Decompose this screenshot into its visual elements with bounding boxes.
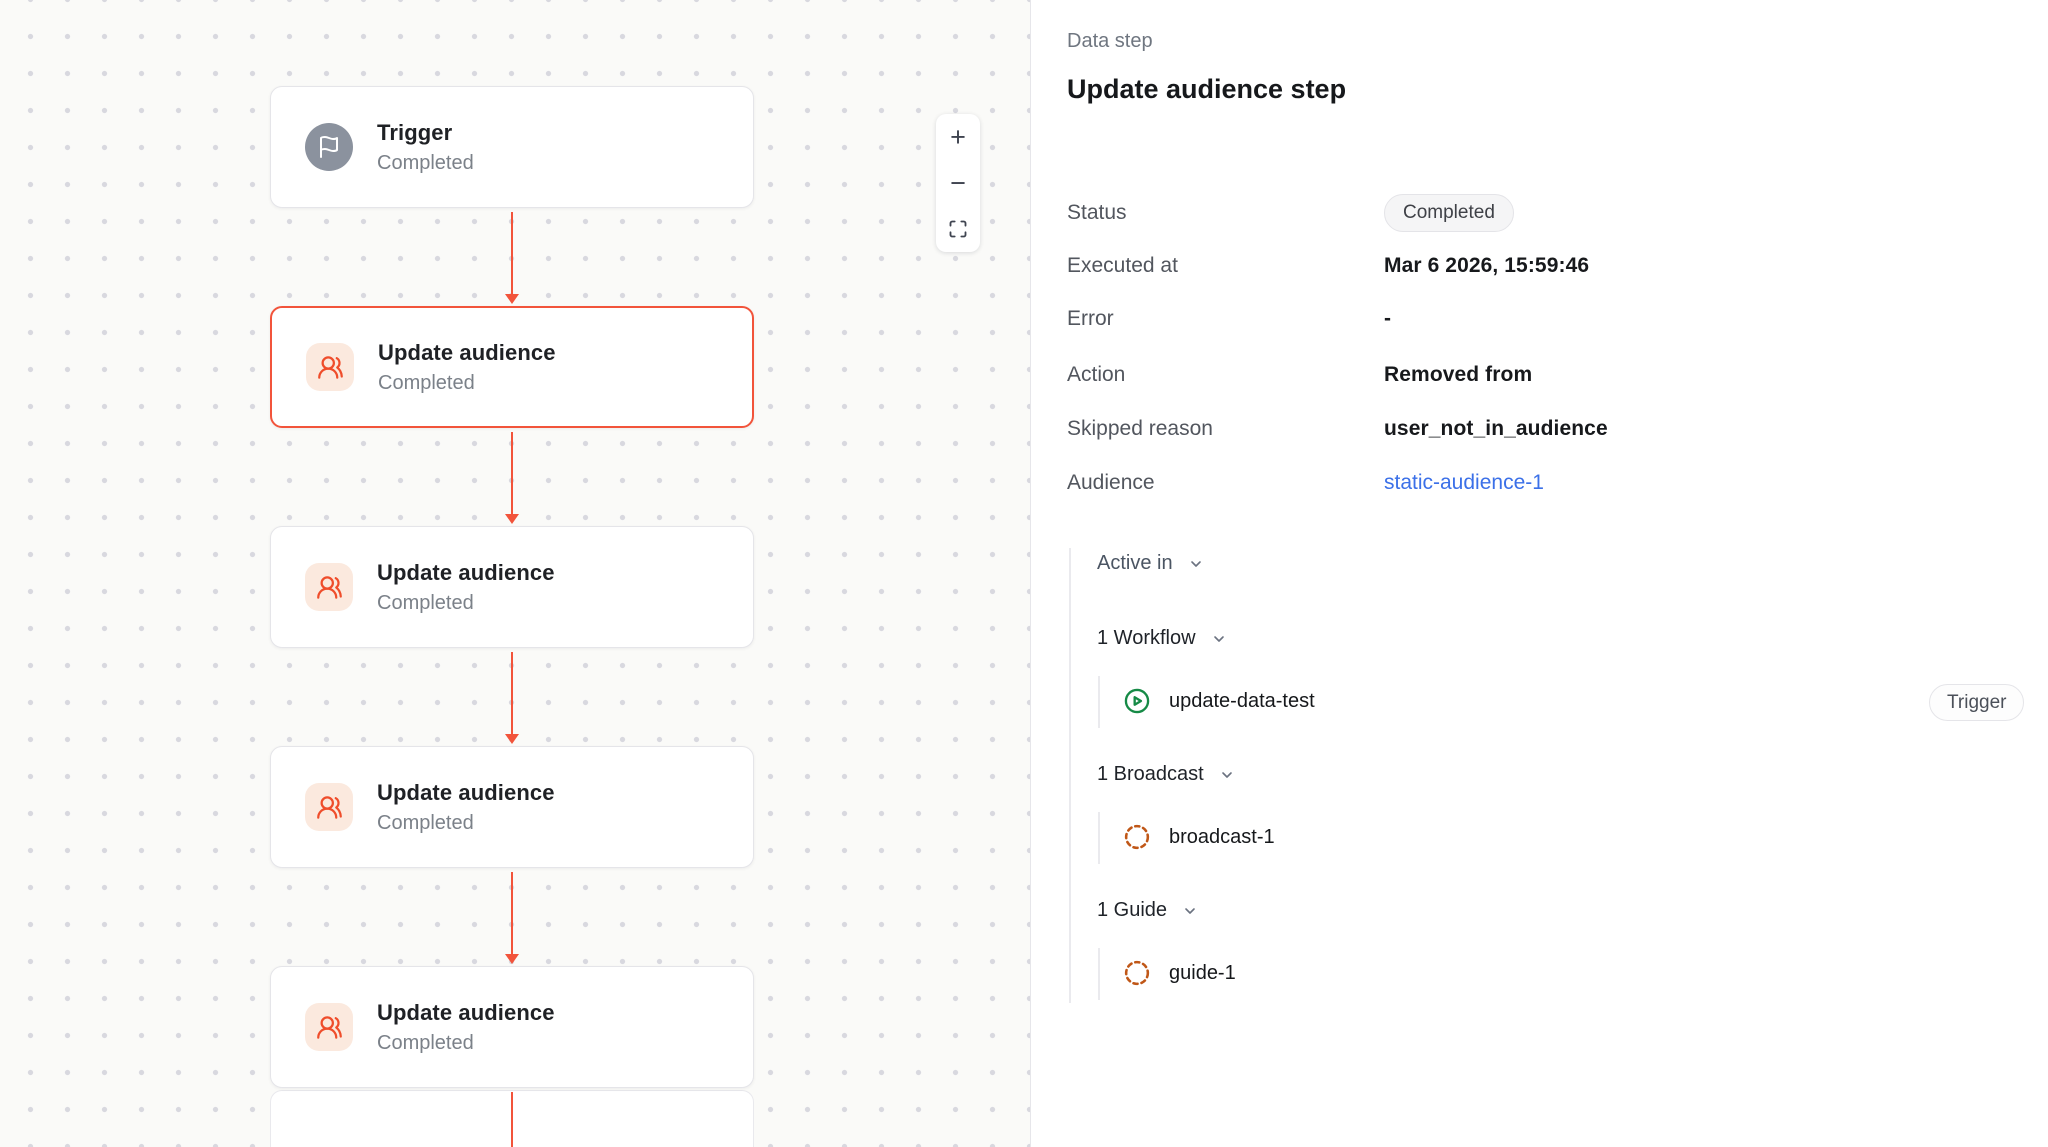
flag-icon bbox=[305, 123, 353, 171]
node-update-audience-1-selected[interactable]: Update audience Completed bbox=[270, 306, 754, 428]
audience-link[interactable]: static-audience-1 bbox=[1384, 471, 1544, 494]
executed-at-value: Mar 6 2026, 15:59:46 bbox=[1384, 254, 1590, 277]
users-icon bbox=[305, 1003, 353, 1051]
node-title: Update audience bbox=[377, 559, 555, 585]
error-value: - bbox=[1384, 307, 1392, 330]
guide-item-guide-1[interactable]: guide-1 bbox=[1123, 959, 1236, 987]
edge-arrowhead bbox=[505, 294, 519, 304]
step-details-panel: Data step Update audience step Status Co… bbox=[1030, 0, 2048, 1147]
zoom-in-button[interactable]: + bbox=[936, 114, 980, 160]
users-icon bbox=[305, 563, 353, 611]
edge-arrowhead bbox=[505, 734, 519, 744]
broadcast-group-label: 1 Broadcast bbox=[1097, 763, 1204, 785]
fit-view-icon bbox=[948, 219, 968, 239]
chevron-down-icon bbox=[1188, 556, 1204, 572]
workflow-item-update-data-test[interactable]: update-data-test bbox=[1123, 687, 1315, 715]
error-field-label: Error bbox=[1067, 307, 1114, 330]
edge-step1-to-step2 bbox=[511, 432, 513, 514]
node-title: Update audience bbox=[378, 339, 556, 365]
edge-step3-to-step4 bbox=[511, 872, 513, 954]
node-title: Trigger bbox=[377, 119, 453, 145]
trigger-tag: Trigger bbox=[1929, 684, 2025, 721]
edge-step4-down bbox=[511, 1092, 513, 1147]
chevron-down-icon bbox=[1182, 903, 1198, 919]
broadcast-item-name: broadcast-1 bbox=[1169, 825, 1275, 848]
workflow-group-label: 1 Workflow bbox=[1097, 627, 1196, 649]
node-update-audience-2[interactable]: Update audience Completed bbox=[270, 526, 754, 648]
edge-step2-to-step3 bbox=[511, 652, 513, 734]
users-icon bbox=[306, 343, 354, 391]
guide-group-label: 1 Guide bbox=[1097, 899, 1168, 921]
node-status: Completed bbox=[378, 371, 475, 394]
workflow-canvas[interactable]: Trigger Completed Update audience Comple… bbox=[0, 0, 1030, 1147]
edge-arrowhead bbox=[505, 954, 519, 964]
node-status: Completed bbox=[377, 1031, 474, 1054]
edge-trigger-to-step1 bbox=[511, 212, 513, 294]
node-status: Completed bbox=[377, 151, 474, 174]
node-update-audience-3[interactable]: Update audience Completed bbox=[270, 746, 754, 868]
active-in-toggle[interactable]: Active in bbox=[1097, 552, 1204, 575]
active-in-label: Active in bbox=[1097, 552, 1173, 574]
node-trigger[interactable]: Trigger Completed bbox=[270, 86, 754, 208]
guide-group-toggle[interactable]: 1 Guide bbox=[1097, 899, 1198, 922]
node-status: Completed bbox=[377, 591, 474, 614]
broadcast-item-broadcast-1[interactable]: broadcast-1 bbox=[1123, 823, 1275, 851]
guide-item-name: guide-1 bbox=[1169, 961, 1236, 984]
edge-arrowhead bbox=[505, 514, 519, 524]
guide-item-indent-line bbox=[1098, 948, 1100, 1000]
action-field-label: Action bbox=[1067, 363, 1126, 386]
chevron-down-icon bbox=[1211, 631, 1227, 647]
status-badge: Completed bbox=[1384, 194, 1514, 232]
workflow-group-toggle[interactable]: 1 Workflow bbox=[1097, 627, 1227, 650]
workflow-item-name: update-data-test bbox=[1169, 689, 1315, 712]
node-update-audience-4[interactable]: Update audience Completed bbox=[270, 966, 754, 1088]
executed-at-field-label: Executed at bbox=[1067, 254, 1178, 277]
active-in-section-line bbox=[1069, 548, 1071, 1003]
node-title: Update audience bbox=[377, 999, 555, 1025]
page-title: Update audience step bbox=[1067, 74, 1347, 104]
play-circle-icon bbox=[1123, 687, 1151, 715]
users-icon bbox=[305, 783, 353, 831]
audience-field-label: Audience bbox=[1067, 471, 1155, 494]
panel-eyebrow: Data step bbox=[1067, 30, 1153, 52]
broadcast-item-indent-line bbox=[1098, 812, 1100, 864]
node-title: Update audience bbox=[377, 779, 555, 805]
status-field-label: Status bbox=[1067, 201, 1127, 224]
canvas-zoom-controls: + − bbox=[936, 114, 980, 252]
zoom-out-button[interactable]: − bbox=[936, 160, 980, 206]
node-status: Completed bbox=[377, 811, 474, 834]
fit-view-button[interactable] bbox=[936, 206, 980, 252]
chevron-down-icon bbox=[1219, 767, 1235, 783]
dashed-circle-icon bbox=[1123, 959, 1151, 987]
skipped-reason-value: user_not_in_audience bbox=[1384, 417, 1608, 440]
dashed-circle-icon bbox=[1123, 823, 1151, 851]
workflow-item-indent-line bbox=[1098, 676, 1100, 728]
broadcast-group-toggle[interactable]: 1 Broadcast bbox=[1097, 763, 1235, 786]
action-value: Removed from bbox=[1384, 363, 1533, 386]
skipped-reason-field-label: Skipped reason bbox=[1067, 417, 1213, 440]
